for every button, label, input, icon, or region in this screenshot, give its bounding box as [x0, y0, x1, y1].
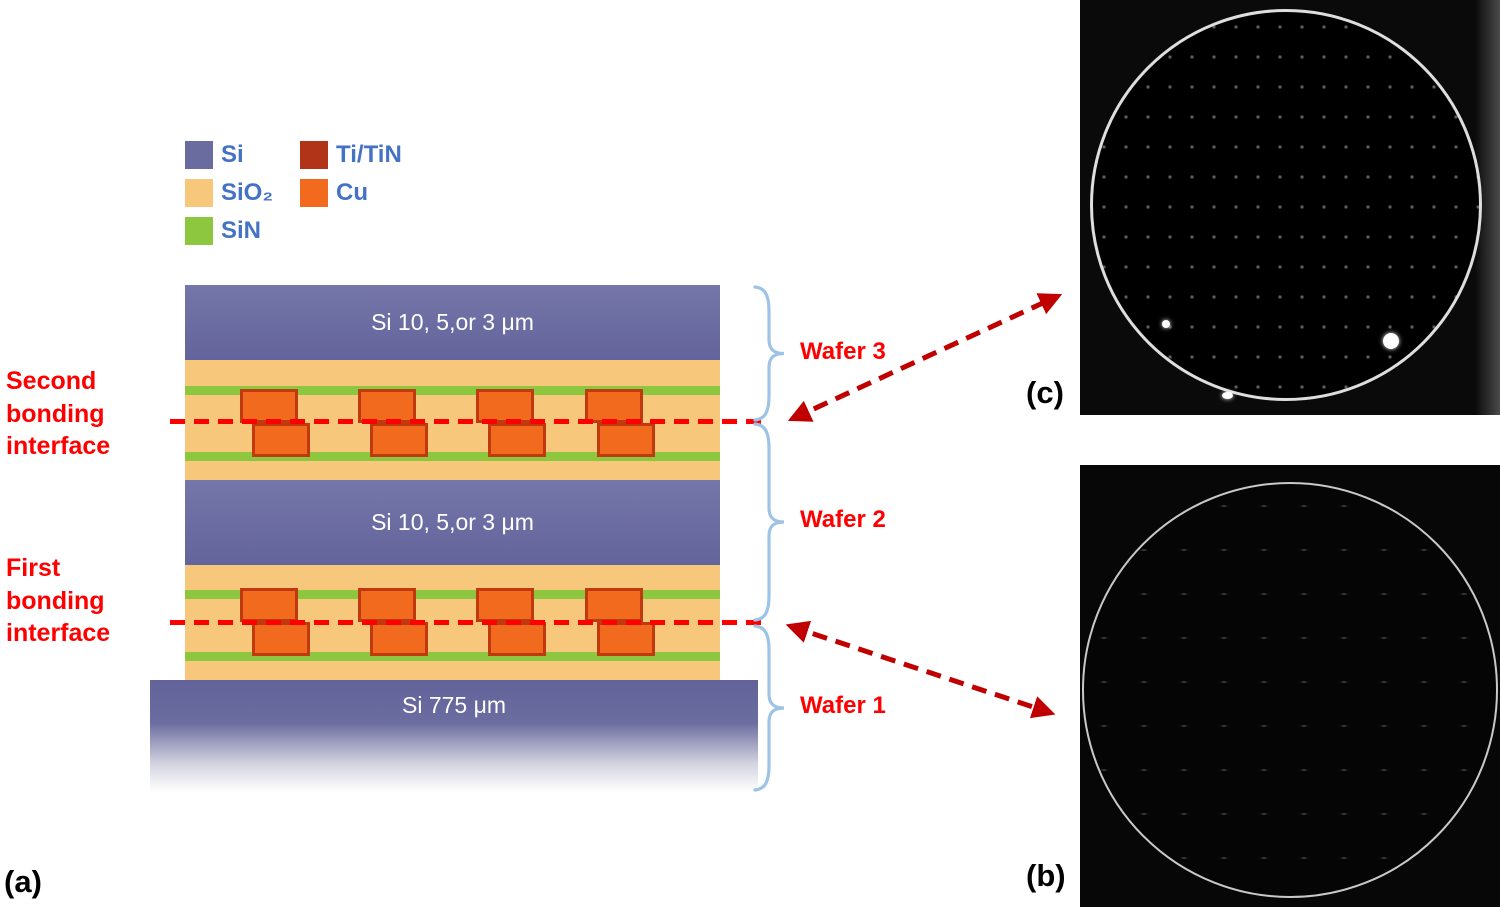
wafer-outline-c [1090, 9, 1482, 401]
si-layer-middle: Si 10, 5,or 3 μm [185, 480, 720, 565]
cu-pad [476, 389, 534, 423]
cu-pad [252, 622, 310, 656]
panel-c-label: (c) [1026, 375, 1064, 410]
cu-pad [370, 423, 428, 457]
cu-pad [252, 423, 310, 457]
panel-b-label: (b) [1026, 858, 1066, 893]
si-color-swatch [185, 141, 213, 169]
cu-pad [585, 588, 643, 622]
legend-item-sin: SiN [185, 217, 261, 245]
panel-a-label: (a) [4, 864, 42, 899]
wafer-1-label: Wafer 1 [800, 692, 886, 719]
cu-pad [488, 622, 546, 656]
sin-layer [185, 590, 720, 599]
si-layer-top: Si 10, 5,or 3 μm [185, 285, 720, 360]
cu-pad [597, 622, 655, 656]
wafer-outline-b [1082, 482, 1498, 898]
cu-pad [370, 622, 428, 656]
si-layer-base: Si 775 μm [150, 680, 758, 792]
wafer-scan-image-c [1080, 0, 1500, 415]
titin-color-swatch [300, 141, 328, 169]
wafer-braces [753, 285, 785, 792]
brace-wafer-3 [753, 285, 785, 422]
si-mid-label: Si 10, 5,or 3 μm [371, 509, 534, 535]
cu-color-swatch [300, 179, 328, 207]
cu-pad [488, 423, 546, 457]
sin-color-swatch [185, 217, 213, 245]
sin-layer [185, 452, 720, 461]
si-base-label: Si 775 μm [401, 692, 507, 718]
sin-layer [185, 652, 720, 661]
legend-label-titin: Ti/TiN [336, 141, 402, 168]
legend-label-si: Si [221, 141, 244, 168]
legend-item-cu: Cu [300, 179, 368, 207]
cu-pad [597, 423, 655, 457]
cu-pad [240, 588, 298, 622]
legend-label-cu: Cu [336, 179, 368, 206]
first-bonding-interface-label: First bonding interface [6, 554, 111, 647]
edge-artifact [1222, 392, 1233, 399]
cu-pad [585, 389, 643, 423]
brace-wafer-1 [753, 624, 785, 792]
cu-pad [358, 588, 416, 622]
sio2-color-swatch [185, 179, 213, 207]
legend-label-sin: SiN [221, 217, 262, 244]
wafer-3-label: Wafer 3 [800, 338, 886, 365]
wafer-2-label: Wafer 2 [800, 506, 886, 533]
wafer-scan-image-b [1080, 465, 1500, 907]
legend-item-sio2: SiO₂ [185, 179, 273, 207]
cu-pad [240, 389, 298, 423]
legend-item-si: Si [185, 141, 244, 169]
brace-wafer-2 [753, 422, 785, 622]
cu-pad [358, 389, 416, 423]
void-spot-small [1162, 320, 1170, 328]
void-spot-large [1383, 333, 1399, 349]
si-top-label: Si 10, 5,or 3 μm [371, 309, 534, 335]
legend-item-titin: Ti/TiN [300, 141, 402, 169]
cu-pad [476, 588, 534, 622]
sin-layer [185, 386, 720, 395]
second-bonding-interface-label: Second bonding interface [6, 367, 111, 460]
second-bonding-interface-line [170, 419, 768, 424]
legend-label-sio2: SiO₂ [221, 179, 274, 206]
first-bonding-interface-line [170, 620, 768, 625]
